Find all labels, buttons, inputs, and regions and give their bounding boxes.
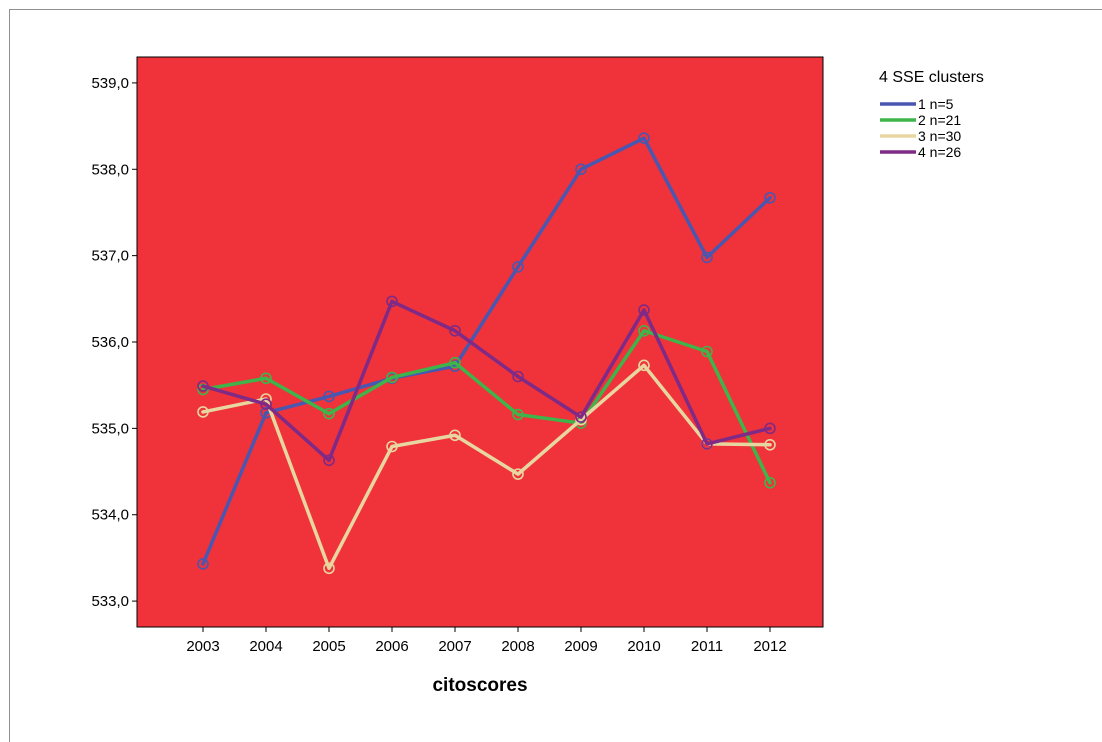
y-tick-label: 535,0 — [91, 420, 129, 437]
data-point — [764, 476, 776, 489]
data-point — [764, 422, 776, 435]
x-tick-label: 2010 — [627, 638, 660, 655]
data-point — [386, 371, 398, 384]
y-tick-label: 536,0 — [91, 334, 129, 351]
data-point — [701, 438, 713, 450]
legend: 4 SSE clusters 1 n=52 n=213 n=304 n=26 — [879, 69, 984, 160]
series-layer — [197, 132, 776, 575]
data-point — [197, 380, 209, 392]
legend-label: 1 n=5 — [918, 96, 954, 112]
data-point — [260, 372, 272, 385]
data-point — [386, 440, 398, 453]
data-point — [701, 345, 713, 358]
x-tick-label: 2003 — [186, 638, 219, 655]
data-point — [764, 438, 776, 451]
x-axis: 2003 2004 2005 2006 2007 2008 2009 2010 2011 2012 — [186, 627, 787, 655]
series-line — [201, 329, 772, 485]
legend-label: 3 n=30 — [918, 128, 961, 144]
x-tick-label: 2012 — [753, 638, 786, 655]
data-point — [260, 398, 272, 410]
data-point — [575, 163, 587, 176]
legend-label: 4 n=26 — [918, 144, 961, 160]
x-tick-label: 2011 — [691, 638, 723, 655]
x-tick-label: 2004 — [249, 638, 282, 655]
data-point — [449, 356, 461, 369]
x-axis-title: citoscores — [432, 675, 527, 696]
data-point — [323, 454, 335, 467]
data-point — [449, 324, 461, 337]
y-tick-label: 534,0 — [91, 507, 129, 524]
y-tick-label: 539,0 — [91, 75, 129, 92]
x-tick-label: 2005 — [312, 638, 345, 655]
legend-label: 2 n=21 — [918, 112, 961, 128]
y-tick-label: 533,0 — [91, 593, 129, 610]
data-point — [512, 408, 524, 421]
data-point — [575, 411, 587, 423]
series-4 — [197, 295, 776, 467]
series-line — [201, 136, 772, 566]
x-tick-label: 2007 — [438, 638, 471, 655]
data-point — [197, 558, 209, 570]
data-point — [323, 407, 335, 420]
data-point — [449, 429, 461, 442]
y-tick-label: 538,0 — [91, 161, 129, 178]
x-tick-label: 2006 — [375, 638, 408, 655]
data-point — [197, 406, 209, 418]
y-tick-label: 537,0 — [91, 248, 129, 265]
x-tick-label: 2008 — [501, 638, 534, 655]
data-point — [638, 324, 650, 337]
data-point — [386, 295, 398, 308]
series-line — [201, 363, 772, 571]
data-point — [512, 468, 524, 480]
legend-title: 4 SSE clusters — [879, 69, 984, 86]
data-point — [638, 359, 650, 372]
y-axis: 533,0 534,0 535,0 536,0 537,0 538,0 539,0 — [91, 75, 137, 610]
series-line — [201, 299, 772, 463]
data-point — [638, 132, 650, 144]
data-point — [512, 261, 524, 273]
data-point — [323, 562, 335, 575]
data-point — [701, 251, 713, 264]
data-point — [323, 390, 335, 403]
plot-area — [136, 56, 824, 628]
data-point — [512, 370, 524, 383]
data-point — [638, 304, 650, 316]
data-point — [764, 191, 776, 204]
x-tick-label: 2009 — [564, 638, 597, 655]
chart-frame — [9, 9, 1102, 742]
